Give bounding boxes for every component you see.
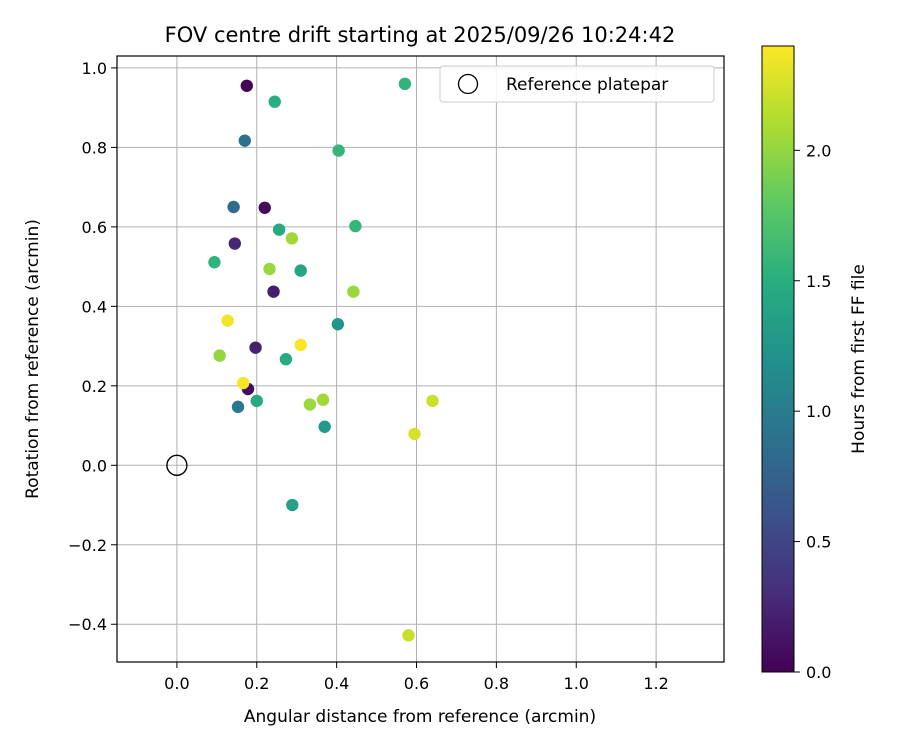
y-axis-ticks: −0.4 −0.2 0.0 0.2 0.4 0.6 0.8 1.0 [68, 59, 117, 634]
data-point [426, 394, 439, 408]
data-point [208, 256, 221, 269]
data-point [258, 201, 271, 214]
data-point [272, 223, 286, 236]
legend-label: Reference platepar [506, 75, 668, 95]
reference-marker-group [166, 454, 188, 476]
data-point [249, 341, 262, 354]
data-point [250, 394, 263, 408]
x-tick-label: 0.4 [324, 674, 349, 693]
data-point [331, 318, 345, 331]
x-tick-label: 1.2 [643, 674, 668, 693]
colorbar-ticks: 0.0 0.5 1.0 1.5 2.0 [794, 141, 831, 682]
x-axis-label: Angular distance from reference (arcmin) [244, 707, 596, 727]
legend-reference-marker [457, 73, 479, 95]
data-point [221, 314, 234, 327]
data-point [236, 376, 250, 390]
y-tick-label: −0.2 [68, 536, 107, 555]
data-point [240, 79, 253, 93]
colorbar: 0.0 0.5 1.0 1.5 2.0 Hours from first FF file [761, 45, 869, 682]
data-point [238, 134, 251, 147]
data-point [303, 398, 317, 411]
colorbar-gradient [761, 45, 795, 673]
y-tick-label: 0.6 [82, 218, 107, 237]
colorbar-tick-label: 2.0 [806, 141, 831, 160]
data-point [294, 338, 307, 352]
y-tick-label: 0.2 [82, 377, 107, 396]
data-point [294, 264, 307, 277]
legend-box [439, 65, 715, 103]
data-point [279, 352, 293, 366]
plot-frame [116, 55, 725, 663]
reference-platepar-marker [166, 454, 188, 476]
x-tick-label: 0.6 [404, 674, 429, 693]
data-point [228, 237, 242, 250]
grid [117, 56, 724, 662]
x-tick-label: 1.0 [564, 674, 589, 693]
x-axis-ticks: 0.0 0.2 0.4 0.6 0.8 1.0 1.2 [164, 662, 669, 693]
data-points [208, 77, 439, 642]
data-point [263, 262, 276, 276]
data-point [285, 232, 299, 245]
data-point [227, 200, 240, 214]
colorbar-tick-label: 1.5 [806, 272, 831, 291]
y-tick-label: −0.4 [68, 615, 107, 634]
data-point [349, 219, 362, 233]
x-tick-label: 0.2 [244, 674, 269, 693]
colorbar-tick-label: 1.0 [806, 402, 831, 421]
data-point [318, 420, 331, 433]
data-point [286, 498, 299, 512]
data-point [408, 427, 421, 441]
data-point [213, 349, 226, 362]
data-point [316, 393, 330, 406]
data-point [347, 285, 360, 298]
x-tick-label: 0.0 [164, 674, 189, 693]
data-point [267, 285, 280, 298]
legend: Reference platepar [439, 65, 715, 103]
y-tick-label: 0.0 [82, 456, 107, 475]
y-axis-label: Rotation from reference (arcmin) [23, 219, 43, 499]
y-tick-label: 0.8 [82, 138, 107, 157]
data-point [398, 77, 412, 91]
data-point [268, 95, 281, 108]
colorbar-label: Hours from first FF file [849, 264, 869, 454]
colorbar-tick-label: 0.5 [806, 533, 831, 552]
chart-title: FOV centre drift starting at 2025/09/26 … [165, 23, 676, 47]
data-point [231, 400, 245, 414]
x-tick-label: 0.8 [484, 674, 509, 693]
data-point [402, 629, 415, 642]
y-tick-label: 0.4 [82, 297, 107, 316]
data-point [332, 144, 345, 157]
y-tick-label: 1.0 [82, 59, 107, 78]
colorbar-tick-label: 0.0 [806, 663, 831, 682]
